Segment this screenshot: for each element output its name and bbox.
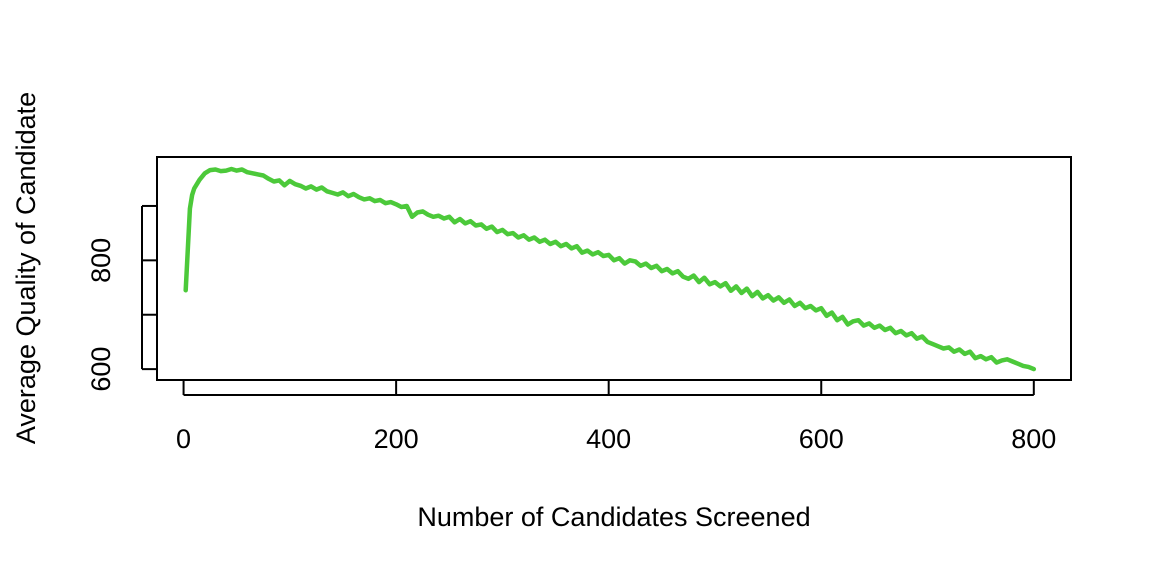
x-tick-label: 0 [176, 424, 191, 454]
plot-frame [156, 156, 1072, 381]
y-axis-label: Average Quality of Candidate [11, 92, 41, 444]
y-tick-label: 800 [86, 238, 116, 283]
x-axis: 0 200 400 600 800 [176, 381, 1056, 454]
y-axis: 600 800 [86, 204, 157, 392]
y-tick-label: 600 [86, 347, 116, 392]
x-tick-label: 600 [799, 424, 844, 454]
series-line [183, 166, 1037, 372]
x-tick-label: 200 [374, 424, 419, 454]
x-tick-label: 800 [1011, 424, 1056, 454]
x-tick-label: 400 [586, 424, 631, 454]
x-axis-label: Number of Candidates Screened [417, 502, 810, 532]
